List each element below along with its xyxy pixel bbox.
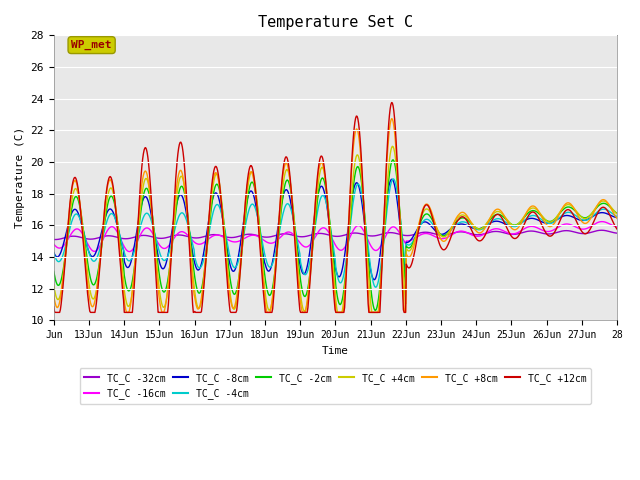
TC_C +12cm xyxy=(395,198,403,204)
TC_C +8cm xyxy=(116,251,124,257)
TC_C -2cm xyxy=(372,308,380,313)
TC_C -32cm xyxy=(426,230,434,236)
Line: TC_C -4cm: TC_C -4cm xyxy=(54,179,617,287)
TC_C +8cm xyxy=(395,200,403,205)
Line: TC_C +4cm: TC_C +4cm xyxy=(54,146,617,312)
TC_C +12cm xyxy=(116,266,124,272)
TC_C -16cm xyxy=(394,228,402,234)
TC_C +4cm xyxy=(116,243,124,249)
TC_C -16cm xyxy=(125,249,133,254)
TC_C +4cm xyxy=(395,198,403,204)
TC_C +12cm xyxy=(388,100,396,106)
TC_C +8cm xyxy=(388,116,396,121)
TC_C +8cm xyxy=(220,233,228,239)
TC_C -2cm xyxy=(269,285,276,290)
TC_C -32cm xyxy=(394,231,402,237)
TC_C -8cm xyxy=(50,250,58,255)
TC_C -8cm xyxy=(427,223,435,228)
TC_C -8cm xyxy=(116,234,124,240)
TC_C -2cm xyxy=(248,180,255,185)
Line: TC_C -2cm: TC_C -2cm xyxy=(54,160,617,311)
TC_C +4cm xyxy=(220,217,227,223)
TC_C +12cm xyxy=(50,304,58,310)
TC_C +4cm xyxy=(248,169,255,175)
Text: WP_met: WP_met xyxy=(72,40,112,50)
Y-axis label: Temperature (C): Temperature (C) xyxy=(15,127,25,228)
TC_C +12cm xyxy=(427,208,435,214)
TC_C -32cm xyxy=(51,237,59,242)
Line: TC_C -32cm: TC_C -32cm xyxy=(54,230,617,240)
TC_C -32cm xyxy=(248,231,256,237)
TC_C +8cm xyxy=(269,286,277,292)
TC_C +8cm xyxy=(427,206,435,212)
TC_C -16cm xyxy=(613,224,621,229)
TC_C -16cm xyxy=(220,235,228,240)
TC_C +4cm xyxy=(50,282,58,288)
TC_C -32cm xyxy=(116,235,124,241)
TC_C -8cm xyxy=(248,188,255,194)
Title: Temperature Set C: Temperature Set C xyxy=(258,15,413,30)
TC_C -4cm xyxy=(395,203,403,208)
TC_C +12cm xyxy=(269,298,277,304)
TC_C -4cm xyxy=(116,232,124,238)
TC_C -8cm xyxy=(370,277,378,283)
TC_C -16cm xyxy=(50,241,58,247)
TC_C -4cm xyxy=(613,214,621,219)
TC_C +8cm xyxy=(50,293,58,299)
TC_C +4cm xyxy=(427,210,435,216)
TC_C -32cm xyxy=(269,233,277,239)
TC_C +4cm xyxy=(388,144,396,149)
TC_C -2cm xyxy=(220,216,227,221)
TC_C +8cm xyxy=(124,310,131,315)
Line: TC_C -16cm: TC_C -16cm xyxy=(54,222,617,252)
TC_C +4cm xyxy=(613,211,621,217)
TC_C -2cm xyxy=(613,210,621,216)
TC_C -16cm xyxy=(248,232,256,238)
TC_C -4cm xyxy=(389,176,397,182)
TC_C +12cm xyxy=(248,164,256,170)
TC_C -16cm xyxy=(598,219,605,225)
TC_C -16cm xyxy=(116,235,124,240)
TC_C +4cm xyxy=(269,295,276,301)
TC_C +4cm xyxy=(334,310,342,315)
TC_C +12cm xyxy=(51,310,59,315)
Line: TC_C +12cm: TC_C +12cm xyxy=(54,103,617,312)
Line: TC_C +8cm: TC_C +8cm xyxy=(54,119,617,312)
Line: TC_C -8cm: TC_C -8cm xyxy=(54,179,617,280)
TC_C -2cm xyxy=(116,237,124,242)
TC_C -8cm xyxy=(613,215,621,220)
TC_C +8cm xyxy=(248,170,256,176)
TC_C -4cm xyxy=(427,219,435,225)
TC_C -4cm xyxy=(50,250,58,256)
X-axis label: Time: Time xyxy=(322,346,349,356)
Legend: TC_C -32cm, TC_C -16cm, TC_C -8cm, TC_C -4cm, TC_C -2cm, TC_C +4cm, TC_C +8cm, T: TC_C -32cm, TC_C -16cm, TC_C -8cm, TC_C … xyxy=(79,368,591,404)
TC_C -32cm xyxy=(613,230,621,236)
TC_C -2cm xyxy=(50,269,58,275)
TC_C -32cm xyxy=(220,234,228,240)
TC_C +12cm xyxy=(220,237,228,243)
TC_C -4cm xyxy=(269,261,276,266)
TC_C -2cm xyxy=(389,157,397,163)
TC_C -4cm xyxy=(220,219,227,225)
TC_C -32cm xyxy=(598,228,605,233)
TC_C +8cm xyxy=(613,216,621,221)
TC_C -2cm xyxy=(395,198,403,204)
TC_C -32cm xyxy=(50,237,58,242)
TC_C -8cm xyxy=(395,213,403,218)
TC_C -8cm xyxy=(269,258,276,264)
TC_C -2cm xyxy=(427,214,435,220)
TC_C -4cm xyxy=(248,202,255,207)
TC_C -4cm xyxy=(372,284,380,290)
TC_C +12cm xyxy=(613,227,621,232)
TC_C -8cm xyxy=(388,176,396,182)
TC_C -16cm xyxy=(269,240,277,246)
TC_C -16cm xyxy=(426,231,434,237)
TC_C -8cm xyxy=(220,221,227,227)
